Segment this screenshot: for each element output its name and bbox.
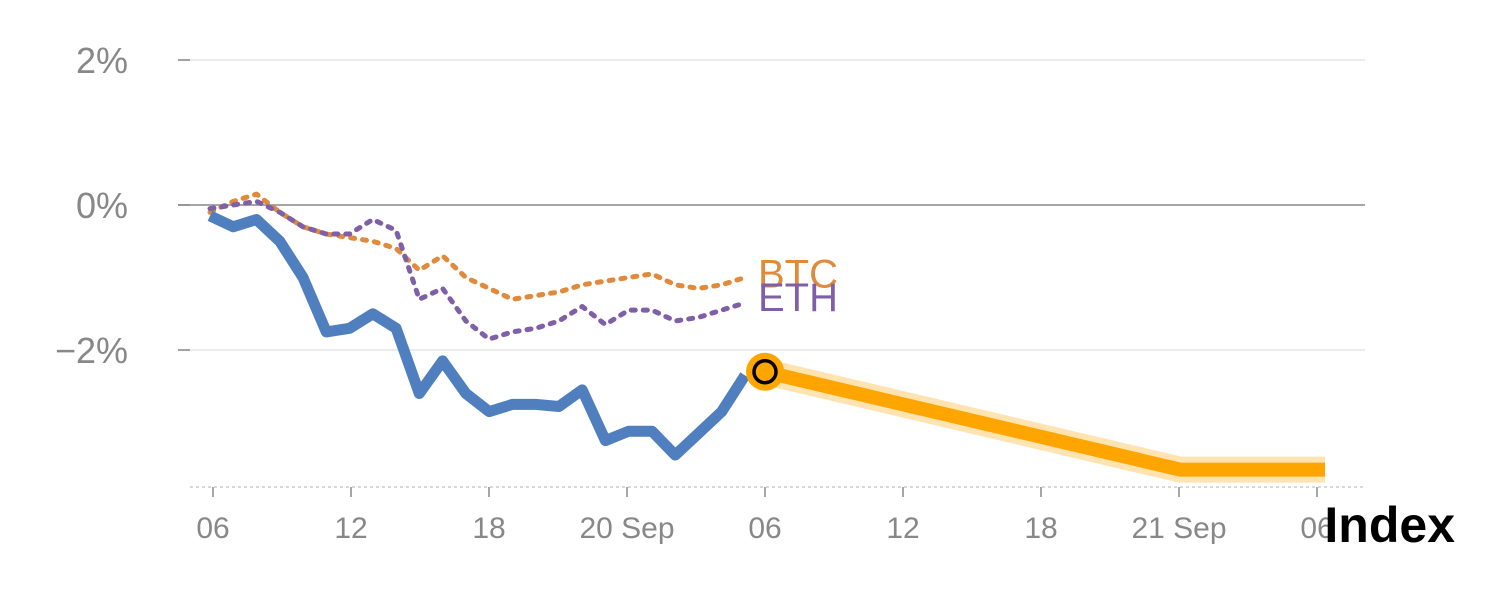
series-line-index	[207, 210, 750, 461]
current-marker	[752, 359, 778, 385]
x-axis: 06 12 18 20 Sep 06 12 18 21 Sep 06	[190, 486, 1365, 545]
series-label-eth: ETH	[758, 276, 838, 320]
x-tick-label: 20 Sep	[579, 512, 674, 545]
projection-line	[763, 364, 1325, 477]
x-tick-label: 06	[196, 512, 229, 545]
y-tick-label: −2%	[55, 330, 128, 371]
x-tick-label: 06	[1300, 512, 1333, 545]
y-tick-label: 2%	[76, 40, 128, 81]
chart-title: Index	[1324, 497, 1455, 553]
x-tick-label: 12	[886, 512, 919, 545]
grid-layer	[178, 59, 1365, 351]
series-layer	[207, 191, 750, 461]
x-tick-label: 12	[334, 512, 367, 545]
x-tick-label: 21 Sep	[1131, 512, 1226, 545]
x-tick-label: 18	[1024, 512, 1057, 545]
projection-layer	[746, 352, 1325, 483]
series-label-btc: BTC	[758, 253, 838, 297]
x-tick-label: 06	[748, 512, 781, 545]
y-axis: 2% 0% −2%	[55, 40, 190, 371]
y-tick-label: 0%	[76, 185, 128, 226]
series-line-eth	[207, 198, 748, 342]
series-line-btc	[207, 191, 748, 302]
x-tick-label: 18	[472, 512, 505, 545]
